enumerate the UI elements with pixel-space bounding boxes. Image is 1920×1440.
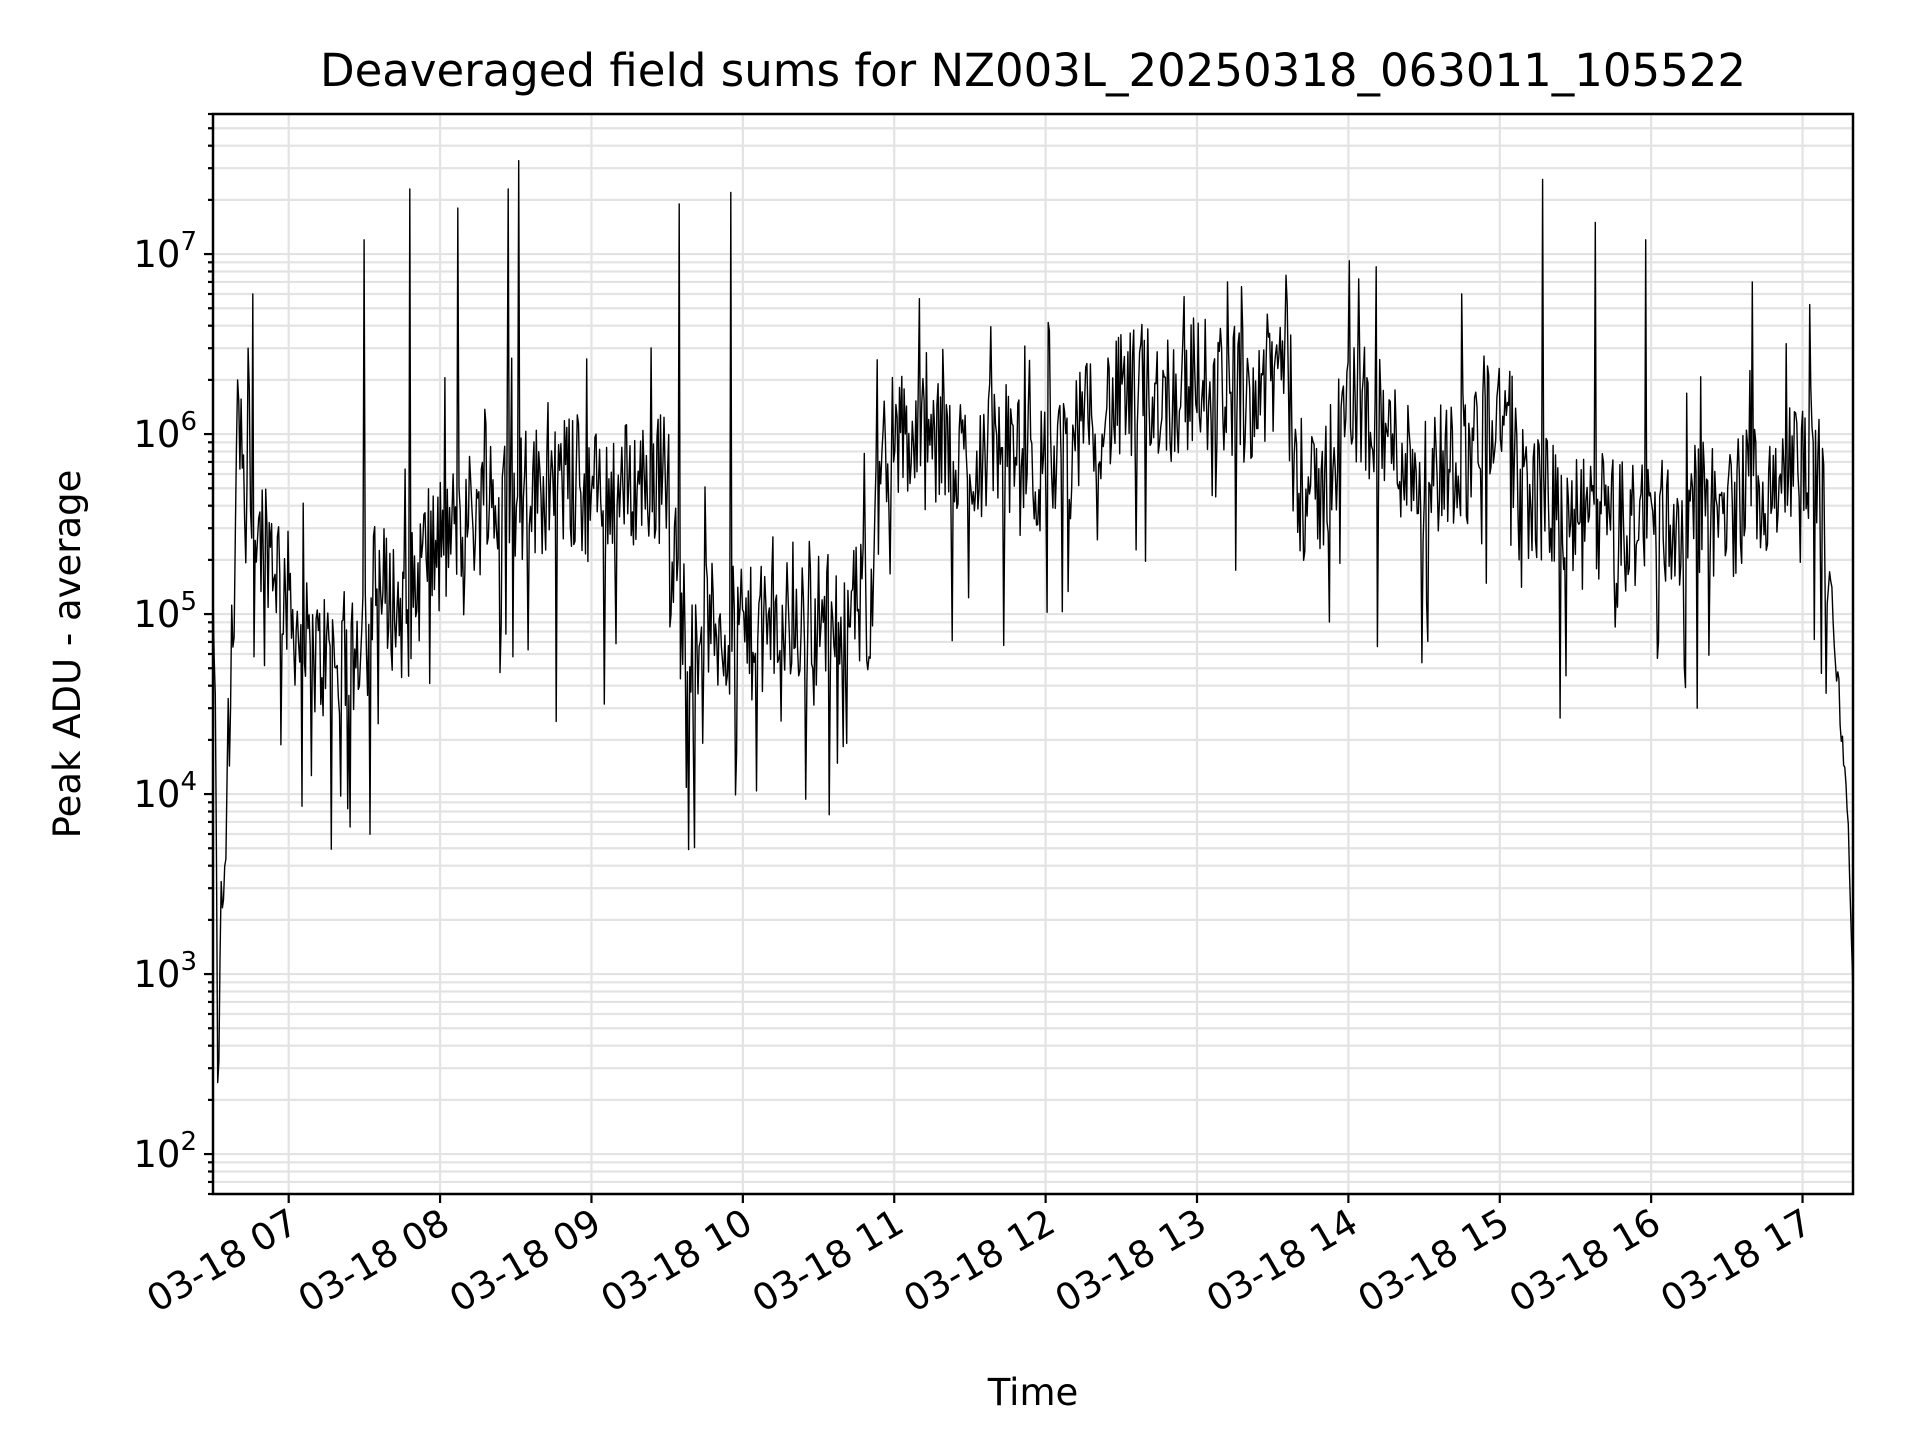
y-tick-label: 105 — [133, 587, 197, 636]
x-tick-label: 03-18 14 — [1199, 1201, 1365, 1321]
x-tick-label: 03-18 17 — [1653, 1201, 1819, 1321]
y-tick-label: 107 — [133, 227, 197, 276]
x-tick-label: 03-18 08 — [291, 1201, 457, 1321]
x-axis-label: Time — [987, 1371, 1079, 1414]
y-axis-label: Peak ADU - average — [46, 470, 89, 839]
grid — [213, 112, 1853, 1196]
x-tick-label: 03-18 16 — [1502, 1201, 1668, 1321]
y-tick-label: 103 — [133, 947, 197, 996]
x-tick-label: 03-18 07 — [140, 1201, 306, 1321]
x-tick-label: 03-18 15 — [1351, 1201, 1517, 1321]
y-tick-label: 102 — [133, 1127, 197, 1176]
y-axis: 102 103 104 105 106 107 — [133, 112, 213, 1196]
x-tick-label: 03-18 13 — [1048, 1201, 1214, 1321]
y-tick-label: 104 — [133, 767, 197, 816]
x-tick-label: 03-18 09 — [442, 1201, 608, 1321]
x-tick-label: 03-18 10 — [594, 1201, 760, 1321]
y-tick-label: 106 — [133, 407, 197, 456]
x-tick-label: 03-18 11 — [745, 1201, 911, 1321]
chart-title: Deaveraged field sums for NZ003L_2025031… — [320, 44, 1746, 97]
x-tick-label: 03-18 12 — [897, 1201, 1063, 1321]
series-line — [212, 160, 1854, 1084]
series-layer — [212, 160, 1854, 1084]
